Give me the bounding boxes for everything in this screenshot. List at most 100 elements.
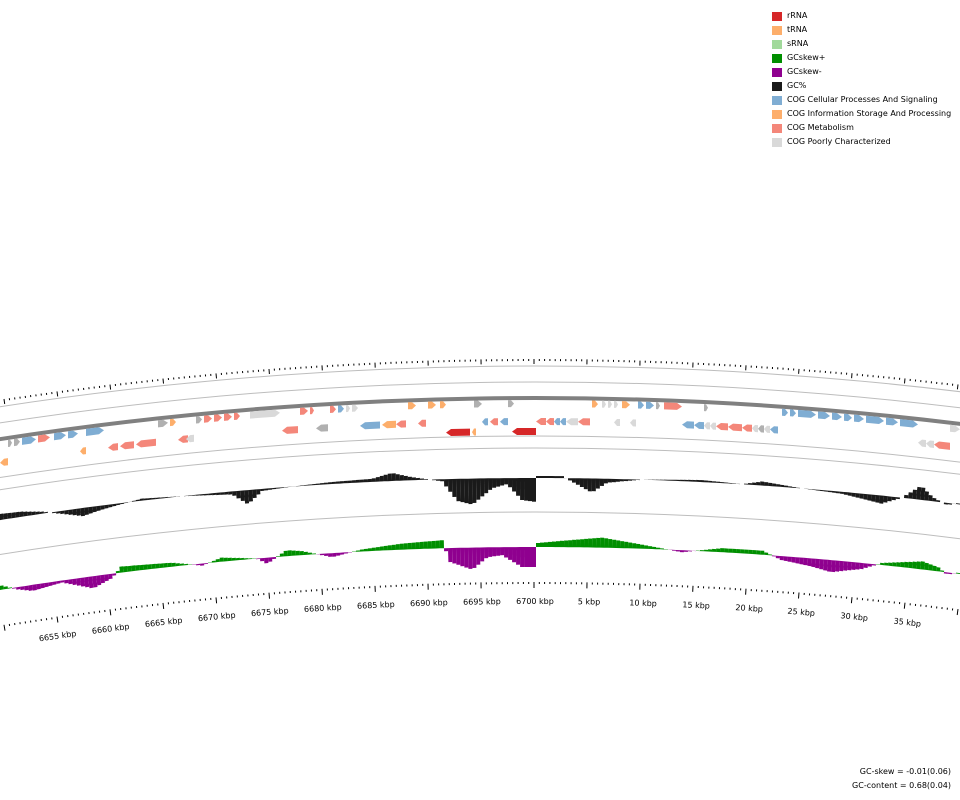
skew-bar bbox=[336, 552, 341, 556]
skew-bar bbox=[411, 542, 416, 550]
gc-bar bbox=[375, 477, 380, 482]
gc-bar bbox=[636, 479, 640, 481]
skew-bar bbox=[920, 561, 925, 570]
gc-bar bbox=[556, 476, 560, 479]
gc-bar bbox=[139, 498, 144, 501]
gc-bar bbox=[43, 511, 48, 514]
gc-bar bbox=[391, 473, 396, 481]
skew-bar bbox=[855, 562, 860, 570]
ruler-tick bbox=[109, 384, 112, 390]
skew-bar bbox=[847, 561, 852, 571]
skew-bar bbox=[724, 548, 729, 553]
gc-bar bbox=[363, 479, 368, 483]
skew-bar bbox=[716, 548, 721, 553]
gene-arrow bbox=[136, 438, 156, 448]
gc-bar bbox=[383, 474, 388, 482]
skew-bar bbox=[764, 552, 769, 556]
gc-bar bbox=[155, 497, 160, 500]
gc-bar bbox=[300, 485, 304, 487]
gene-arrow bbox=[926, 440, 934, 448]
skew-bar bbox=[512, 547, 517, 563]
gene-arrow bbox=[866, 415, 884, 424]
skew-bar bbox=[476, 547, 481, 565]
gc-bar bbox=[163, 496, 168, 499]
gc-content-stat: GC-content = 0.68(0.04) bbox=[852, 781, 951, 790]
skew-bar bbox=[924, 562, 929, 571]
gene-arrow bbox=[472, 428, 476, 436]
skew-bar bbox=[708, 549, 713, 552]
skew-bar bbox=[908, 561, 913, 569]
gc-bar bbox=[224, 491, 229, 495]
gc-bar bbox=[480, 478, 485, 497]
skew-bar bbox=[7, 587, 12, 589]
ruler-tick bbox=[162, 378, 164, 384]
gc-bar bbox=[516, 478, 521, 496]
gc-bar bbox=[867, 494, 872, 501]
skew-bar bbox=[435, 540, 440, 549]
gc-bar bbox=[879, 495, 884, 504]
gc-bar bbox=[347, 480, 352, 484]
gene-arrow bbox=[86, 427, 104, 436]
skew-bar bbox=[147, 564, 152, 570]
gc-content-track bbox=[0, 473, 960, 521]
ruler-tick bbox=[3, 398, 6, 405]
skew-bar bbox=[572, 539, 577, 548]
gc-bar bbox=[835, 491, 840, 494]
skew-bar bbox=[496, 547, 501, 556]
gc-bar bbox=[84, 507, 89, 515]
gene-arrow bbox=[282, 426, 298, 434]
gc-bar bbox=[628, 479, 632, 481]
skew-bar bbox=[363, 548, 368, 552]
legend-item-gc-percent: GC% bbox=[772, 79, 951, 93]
gc-bar bbox=[859, 493, 864, 499]
skew-bar bbox=[892, 562, 897, 567]
tick-label: 35 kbp bbox=[893, 617, 921, 629]
gene-arrow bbox=[782, 408, 788, 416]
skew-bar bbox=[348, 552, 352, 553]
skew-bar bbox=[231, 557, 236, 561]
skew-bar bbox=[732, 548, 737, 553]
skew-bar bbox=[316, 553, 320, 555]
gc-bar bbox=[712, 481, 717, 483]
gene-arrow bbox=[554, 418, 560, 426]
gene-arrow bbox=[396, 420, 406, 428]
gc-bar bbox=[76, 508, 81, 516]
gc-bar bbox=[660, 479, 664, 481]
gene-arrow bbox=[196, 416, 202, 424]
skew-bar bbox=[68, 579, 73, 585]
gc-bar bbox=[252, 489, 257, 499]
gc-bar bbox=[788, 486, 793, 488]
skew-bar bbox=[415, 542, 420, 550]
gc-bar bbox=[624, 479, 628, 482]
gene-arrow bbox=[68, 430, 78, 439]
gc-bar bbox=[804, 488, 808, 490]
skew-bar bbox=[80, 577, 86, 587]
skew-bar bbox=[431, 540, 436, 549]
legend-item-trna: tRNA bbox=[772, 23, 951, 37]
skew-bar bbox=[520, 547, 525, 567]
gc-bar bbox=[15, 511, 20, 518]
skew-bar bbox=[135, 565, 140, 571]
gc-bar bbox=[147, 497, 152, 500]
gene-arrow bbox=[742, 424, 752, 432]
gc-bar bbox=[192, 494, 197, 496]
skew-bar bbox=[696, 550, 700, 552]
skew-bar bbox=[427, 541, 432, 549]
gc-bar bbox=[468, 478, 473, 505]
gc-bar bbox=[280, 487, 284, 489]
gc-bar bbox=[664, 479, 668, 481]
skew-bar bbox=[775, 555, 780, 559]
gc-bar bbox=[552, 476, 556, 479]
skew-bar bbox=[843, 561, 848, 571]
legend-swatch bbox=[772, 81, 782, 91]
skew-bar bbox=[472, 547, 477, 568]
skew-bar bbox=[560, 540, 565, 548]
gc-bar bbox=[611, 478, 616, 483]
skew-bar bbox=[871, 564, 876, 566]
legend-swatch bbox=[772, 53, 782, 63]
skew-bar bbox=[675, 550, 680, 552]
skew-bar bbox=[704, 549, 709, 552]
gene-arrow bbox=[0, 458, 8, 466]
gene-arrow bbox=[224, 413, 232, 421]
skew-bar bbox=[403, 543, 408, 550]
